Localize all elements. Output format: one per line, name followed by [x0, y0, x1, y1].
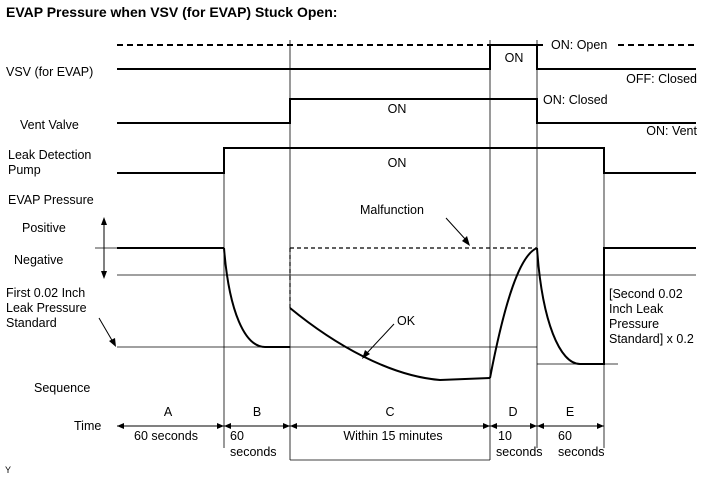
duration-e-line1: 60	[558, 429, 572, 443]
first-standard-line2: Leak Pressure	[6, 301, 87, 315]
sequence-step-e: E	[566, 405, 574, 419]
vent-on-closed-text: ON: Closed	[543, 93, 608, 107]
duration-d-line1: 10	[498, 429, 512, 443]
first-standard-line3: Standard	[6, 316, 57, 330]
second-standard-line4: Standard] x 0.2	[609, 332, 694, 346]
vent-on-vent-text: ON: Vent	[646, 124, 697, 138]
vsv-label: VSV (for EVAP)	[6, 65, 93, 79]
ok-annotation: OK	[362, 314, 416, 359]
second-standard-line2: Inch Leak	[609, 302, 664, 316]
malfunction-text: Malfunction	[360, 203, 424, 217]
pump-label-line2: Pump	[8, 163, 41, 177]
first-standard-line1: First 0.02 Inch	[6, 286, 85, 300]
sequence-label: Sequence	[34, 381, 90, 395]
vent-valve-label: Vent Valve	[20, 118, 79, 132]
sequence-step-b: B	[253, 405, 261, 419]
sequence-step-c: C	[385, 405, 394, 419]
negative-label: Negative	[14, 253, 63, 267]
duration-b-line2: seconds	[230, 445, 277, 459]
duration-d-line2: seconds	[496, 445, 543, 459]
vsv-on-open-text: ON: Open	[551, 38, 607, 52]
time-axis	[117, 423, 604, 429]
pump-waveform: ON	[117, 147, 696, 174]
evap-pressure-waveform	[117, 247, 696, 382]
sequence-step-a: A	[164, 405, 173, 419]
pump-on-text: ON	[388, 156, 407, 170]
evap-pressure-label: EVAP Pressure	[8, 193, 94, 207]
first-standard-pointer	[98, 317, 116, 347]
positive-label: Positive	[22, 221, 66, 235]
duration-e-line2: seconds	[558, 445, 605, 459]
duration-a: 60 seconds	[134, 429, 198, 443]
pump-label-line1: Leak Detection	[8, 148, 91, 162]
duration-b-line1: 60	[230, 429, 244, 443]
vsv-on-text: ON	[505, 51, 524, 65]
second-standard-line1: [Second 0.02	[609, 287, 683, 301]
sequence-step-d: D	[508, 405, 517, 419]
duration-c: Within 15 minutes	[343, 429, 442, 443]
reference-lines	[95, 247, 696, 365]
malfunction-annotation: Malfunction	[360, 203, 470, 246]
ok-text: OK	[397, 314, 416, 328]
second-standard-line3: Pressure	[609, 317, 659, 331]
vsv-off-closed-text: OFF: Closed	[626, 72, 697, 86]
vent-valve-waveform: ON ON: Closed ON: Vent	[117, 93, 698, 138]
diagram-title: EVAP Pressure when VSV (for EVAP) Stuck …	[6, 4, 337, 20]
time-label: Time	[74, 419, 101, 433]
footer-mark: Y	[5, 465, 11, 475]
vent-on-text: ON	[388, 102, 407, 116]
vsv-waveform: ON ON: Open OFF: Closed	[117, 38, 697, 86]
